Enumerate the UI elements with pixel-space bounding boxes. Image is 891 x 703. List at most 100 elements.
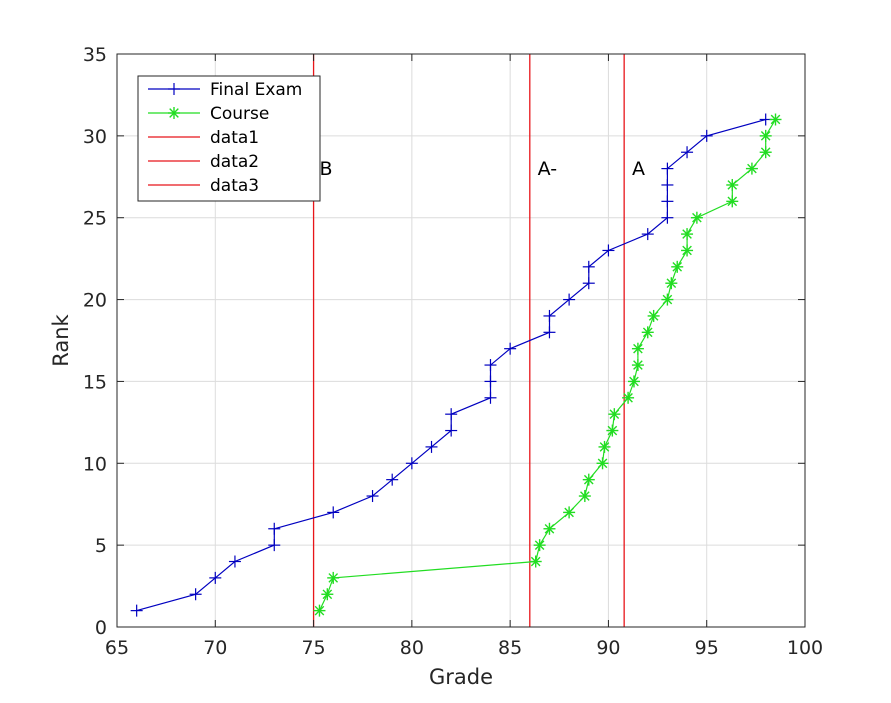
legend-entry: data3 — [148, 176, 259, 196]
asterisk-marker — [631, 342, 644, 355]
plus-marker — [484, 375, 497, 388]
x-axis-label: Grade — [429, 665, 493, 689]
asterisk-marker — [671, 260, 684, 273]
plus-marker — [563, 293, 576, 306]
y-tick-label: 35 — [83, 44, 107, 66]
asterisk-marker — [690, 211, 703, 224]
plus-marker — [641, 228, 654, 241]
annotations: B A- A — [319, 158, 645, 180]
plus-marker — [681, 146, 694, 159]
asterisk-marker — [641, 326, 654, 339]
asterisk-marker — [631, 359, 644, 372]
plus-marker — [661, 178, 674, 191]
asterisk-marker — [529, 555, 542, 568]
asterisk-marker — [563, 506, 576, 519]
annotation-label: B — [319, 158, 332, 180]
asterisk-marker — [596, 457, 609, 470]
asterisk-marker — [582, 473, 595, 486]
plus-marker — [582, 277, 595, 290]
asterisk-marker — [661, 293, 674, 306]
plus-marker — [168, 83, 180, 95]
plus-marker — [543, 326, 556, 339]
asterisk-marker — [168, 107, 180, 119]
data-series — [130, 113, 782, 617]
legend-entry: data2 — [148, 152, 259, 172]
x-tick-label: 85 — [498, 637, 522, 659]
asterisk-marker — [759, 129, 772, 142]
legend-label: data1 — [210, 128, 259, 148]
plus-marker — [268, 539, 281, 552]
plus-marker — [425, 440, 438, 453]
axes-box — [116, 53, 806, 628]
asterisk-marker — [759, 146, 772, 159]
plus-marker — [661, 162, 674, 175]
plus-marker — [327, 506, 340, 519]
plus-marker — [268, 522, 281, 535]
x-tick-label: 100 — [787, 637, 823, 659]
asterisk-marker — [606, 424, 619, 437]
asterisk-marker — [726, 178, 739, 191]
asterisk-marker — [313, 604, 326, 617]
plus-marker — [484, 359, 497, 372]
legend-label: data2 — [210, 152, 259, 172]
y-tick-label: 0 — [95, 617, 107, 639]
asterisk-marker — [745, 162, 758, 175]
x-tick-label: 90 — [596, 637, 620, 659]
plus-marker — [661, 211, 674, 224]
plus-marker — [209, 571, 222, 584]
legend-label: Final Exam — [210, 80, 302, 100]
y-tick-label: 25 — [83, 208, 107, 230]
asterisk-marker — [543, 522, 556, 535]
asterisk-marker — [681, 228, 694, 241]
x-tick-label: 75 — [301, 637, 325, 659]
plus-marker — [130, 604, 143, 617]
plus-marker — [582, 260, 595, 273]
asterisk-marker — [647, 309, 660, 322]
asterisk-marker — [533, 539, 546, 552]
y-tick-label: 30 — [83, 126, 107, 148]
legend-label: Course — [210, 104, 269, 124]
plus-marker — [366, 490, 379, 503]
asterisk-marker — [681, 244, 694, 257]
asterisk-marker — [321, 588, 334, 601]
annotation-label: A- — [538, 158, 557, 180]
legend: Final Exam Course data1 data2 data3 — [137, 75, 321, 202]
plus-marker — [700, 129, 713, 142]
y-tick-label: 5 — [95, 535, 107, 557]
plus-marker — [661, 195, 674, 208]
asterisk-marker — [622, 391, 635, 404]
plus-marker — [445, 408, 458, 421]
plus-marker — [504, 342, 517, 355]
plus-marker — [405, 457, 418, 470]
plus-marker — [228, 555, 241, 568]
series-course — [313, 113, 782, 617]
annotation-label: A — [632, 158, 645, 180]
asterisk-marker — [665, 277, 678, 290]
plus-marker — [543, 309, 556, 322]
legend-entry: data1 — [148, 128, 259, 148]
plus-marker — [386, 473, 399, 486]
ticks: 65 70 75 80 85 90 95 100 0 5 10 15 20 25 30 35 — [83, 44, 823, 659]
asterisk-marker — [608, 408, 621, 421]
x-tick-label: 95 — [695, 637, 719, 659]
x-tick-label: 65 — [105, 637, 129, 659]
asterisk-marker — [578, 490, 591, 503]
y-tick-label: 15 — [83, 371, 107, 393]
legend-entry: Course — [148, 104, 269, 124]
plus-marker — [445, 424, 458, 437]
y-tick-label: 10 — [83, 453, 107, 475]
plus-marker — [602, 244, 615, 257]
y-tick-label: 20 — [83, 290, 107, 312]
plus-marker — [484, 391, 497, 404]
legend-box — [137, 75, 321, 202]
x-tick-label: 80 — [400, 637, 424, 659]
series-final-exam — [130, 113, 772, 617]
asterisk-marker — [627, 375, 640, 388]
plus-marker — [189, 588, 202, 601]
legend-label: data3 — [210, 176, 259, 196]
asterisk-marker — [769, 113, 782, 126]
asterisk-marker — [726, 195, 739, 208]
asterisk-marker — [598, 440, 611, 453]
asterisk-marker — [327, 571, 340, 584]
